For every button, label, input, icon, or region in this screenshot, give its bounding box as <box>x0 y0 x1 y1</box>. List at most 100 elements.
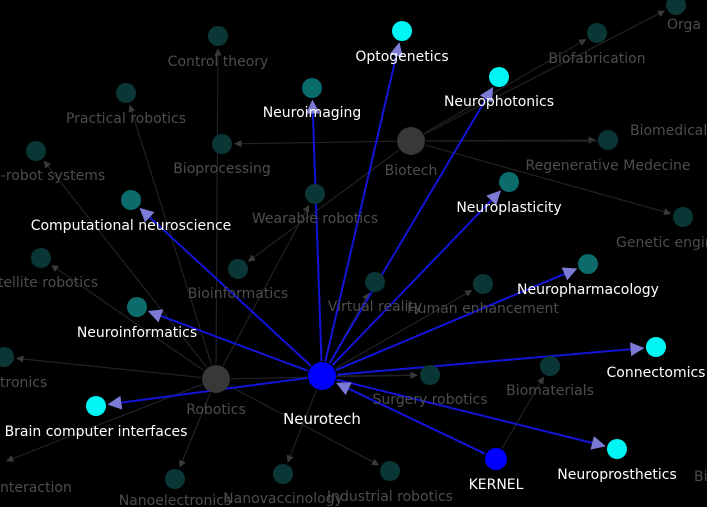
node-connectomics[interactable] <box>646 337 666 357</box>
node-label-regen[interactable]: Regenerative Medecine <box>525 158 690 174</box>
node-neurophotonics[interactable] <box>489 67 509 87</box>
focus-edge-neurotech-to-neuroprosthetics <box>336 378 606 450</box>
node-compneuro[interactable] <box>121 190 141 210</box>
node-label-neurophotonics[interactable]: Neurophotonics <box>444 94 554 110</box>
node-neuroprosthetics[interactable] <box>607 439 627 459</box>
node-label-kernel[interactable]: KERNEL <box>469 477 524 493</box>
node-optogenetics[interactable] <box>392 21 412 41</box>
dim-edge-robotics-to-multirobot <box>43 160 208 368</box>
dim-edge-neurotech-to-humanenh <box>334 289 473 370</box>
node-label-tronics[interactable]: tronics <box>0 375 47 391</box>
node-genetic[interactable] <box>673 207 693 227</box>
dim-edge-biotech-to-bioinformatics <box>247 149 400 262</box>
node-organ[interactable] <box>666 0 686 15</box>
node-neuroplasticity[interactable] <box>499 172 519 192</box>
node-label-robotics[interactable]: Robotics <box>186 402 246 418</box>
node-neurotech[interactable] <box>308 362 336 390</box>
node-neuroinformatics[interactable] <box>127 297 147 317</box>
dim-edge-biotech-to-biofab <box>423 39 587 134</box>
node-label-control[interactable]: Control theory <box>168 54 269 70</box>
node-virtualreality[interactable] <box>365 272 385 292</box>
node-label-virtualreality[interactable]: Virtual reality <box>328 299 422 315</box>
dim-edge-biotech-to-genetic <box>425 144 672 216</box>
node-label-neuroprosthetics[interactable]: Neuroprosthetics <box>557 467 677 483</box>
focus-edge-neurotech-to-connectomics <box>336 342 645 376</box>
node-biofab[interactable] <box>587 23 607 43</box>
node-bci[interactable] <box>86 396 106 416</box>
node-label-bioprocessing[interactable]: Bioprocessing <box>173 161 271 177</box>
node-industrial[interactable] <box>380 461 400 481</box>
dim-edge-robotics-to-wearable <box>222 204 310 367</box>
highlighted-edges-layer <box>107 42 645 455</box>
focus-edge-neurotech-to-neuropharmacology <box>335 267 578 372</box>
nodes-layer <box>0 0 693 489</box>
node-label-neuroplasticity[interactable]: Neuroplasticity <box>456 200 561 216</box>
node-label-satellite[interactable]: tellite robotics <box>0 275 98 291</box>
focus-edge-neurotech-to-neuroimaging <box>305 99 323 362</box>
node-label-optogenetics[interactable]: Optogenetics <box>355 49 448 65</box>
node-bioprocessing[interactable] <box>212 134 232 154</box>
node-label-biomaterials[interactable]: Biomaterials <box>506 383 594 399</box>
dim-edge-neurotech-to-nanovacc <box>286 389 318 463</box>
node-label-neurotech[interactable]: Neurotech <box>283 410 361 428</box>
dim-edge-kernel-to-biomaterials <box>501 376 544 449</box>
node-robotics[interactable] <box>202 365 230 393</box>
dim-edge-biotech-to-bioprocessing <box>234 140 397 148</box>
node-label-biotech[interactable]: Biotech <box>385 163 438 179</box>
node-bioinformatics[interactable] <box>228 259 248 279</box>
node-label-organ[interactable]: Orga <box>667 17 701 33</box>
labels-layer: Neurotech KERNEL Optogenetics Neurophotonic… <box>0 17 707 507</box>
node-wearable[interactable] <box>305 184 325 204</box>
node-tronics[interactable] <box>0 347 14 367</box>
node-label-neuroinformatics[interactable]: Neuroinformatics <box>77 325 197 341</box>
focus-edge-neurotech-to-neurophotonics <box>328 86 494 364</box>
node-label-nanoelec[interactable]: Nanoelectronics <box>119 493 232 507</box>
node-label-practical[interactable]: Practical robotics <box>66 111 186 127</box>
dim-edge-neurotech-to-surgery <box>336 371 418 379</box>
node-label-wearable[interactable]: Wearable robotics <box>252 211 378 227</box>
node-humanenh[interactable] <box>473 274 493 294</box>
node-label-industrial[interactable]: Industrial robotics <box>327 489 453 505</box>
node-label-neuropharmacology[interactable]: Neuropharmacology <box>517 282 659 298</box>
node-label-bioinformatics[interactable]: Bioinformatics <box>188 286 288 302</box>
node-label-humanenh[interactable]: Human enhancement <box>407 301 559 317</box>
node-label-surgery[interactable]: Surgery robotics <box>372 392 487 408</box>
node-practical[interactable] <box>116 83 136 103</box>
node-biomaterials[interactable] <box>540 356 560 376</box>
dim-edge-robotics-to-control <box>214 48 222 365</box>
node-label-compneuro[interactable]: Computational neuroscience <box>31 218 232 234</box>
node-neuroimaging[interactable] <box>302 78 322 98</box>
focus-edge-neurotech-to-neuroplasticity <box>331 190 501 366</box>
node-label-genetic[interactable]: Genetic engin <box>616 235 707 251</box>
focus-edge-neurotech-to-compneuro <box>139 207 312 367</box>
node-neuropharmacology[interactable] <box>578 254 598 274</box>
node-control[interactable] <box>208 26 228 46</box>
focus-edge-neurotech-to-neuroinformatics <box>147 309 309 372</box>
focus-edge-neurotech-to-optogenetics <box>324 42 404 362</box>
node-label-multirobot[interactable]: i-robot systems <box>0 168 105 184</box>
node-label-nanovacc[interactable]: Nanovaccinology <box>223 491 343 507</box>
node-nanovacc[interactable] <box>273 464 293 484</box>
node-label-bi_edge[interactable]: Bi <box>694 469 707 485</box>
node-label-biomedical[interactable]: Biomedical <box>630 123 707 139</box>
node-label-connectomics[interactable]: Connectomics <box>607 365 706 381</box>
node-label-neuroimaging[interactable]: Neuroimaging <box>263 105 362 121</box>
dim-edge-robotics-to-satellite <box>51 264 205 371</box>
node-nanoelec[interactable] <box>165 469 185 489</box>
dim-edge-biotech-to-organ <box>424 10 666 135</box>
focus-edge-kernel-to-neurotech <box>336 382 486 455</box>
node-multirobot[interactable] <box>26 141 46 161</box>
node-biotech[interactable] <box>397 127 425 155</box>
node-biomedical[interactable] <box>598 130 618 150</box>
node-satellite[interactable] <box>31 248 51 268</box>
node-kernel[interactable] <box>485 448 507 470</box>
node-label-bci[interactable]: Brain computer interfaces <box>5 424 188 440</box>
node-surgery[interactable] <box>420 365 440 385</box>
dim-edge-robotics-to-practical <box>128 104 213 365</box>
dim-edge-robotics-to-industrial <box>228 385 380 466</box>
dim-edges-layer <box>6 10 672 468</box>
node-label-biofab[interactable]: Biofabrication <box>548 51 645 67</box>
focus-edge-neurotech-to-bci <box>107 376 308 410</box>
node-label-interaction[interactable]: nteraction <box>0 480 72 496</box>
